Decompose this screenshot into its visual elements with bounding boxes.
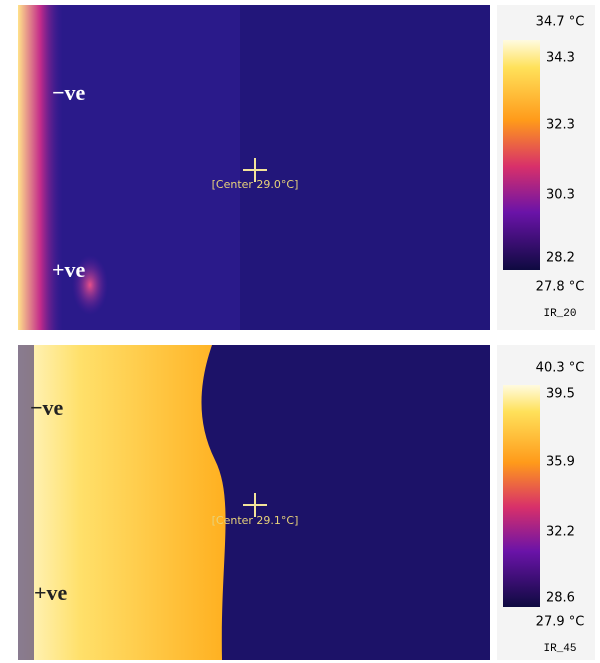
scale-max: 40.3 °C (536, 361, 585, 376)
scale-max: 34.7 °C (536, 15, 585, 30)
figure: −ve +ve [Center 29.0°C] 34.7 °C 34.3 32.… (0, 0, 600, 663)
scale-tick: 32.3 (546, 118, 575, 133)
thermal-shade (240, 5, 490, 330)
thermal-hot-region (18, 345, 226, 660)
scale-tick: 28.2 (546, 251, 575, 266)
image-name: IR_45 (543, 643, 576, 655)
scale-tick: 28.6 (546, 591, 575, 606)
scale-tick: 39.5 (546, 387, 575, 402)
scale-tick: 35.9 (546, 455, 575, 470)
scale-tick: 34.3 (546, 51, 575, 66)
color-bar (503, 385, 540, 607)
panel: −ve +ve [Center 29.1°C] 40.3 °C 39.5 35.… (18, 345, 595, 660)
scale-tick: 32.2 (546, 525, 575, 540)
negative-label: −ve (30, 395, 64, 420)
color-bar (503, 40, 540, 270)
scale-min: 27.8 °C (536, 280, 585, 295)
center-reading: [Center 29.0°C] (212, 178, 299, 191)
positive-label: +ve (52, 257, 86, 282)
scale-min: 27.9 °C (536, 615, 585, 630)
panel: −ve +ve [Center 29.0°C] 34.7 °C 34.3 32.… (18, 5, 595, 330)
positive-label: +ve (34, 580, 68, 605)
center-reading: [Center 29.1°C] (212, 514, 299, 527)
thermal-edge (18, 345, 34, 660)
negative-label: −ve (52, 80, 86, 105)
scale-tick: 30.3 (546, 188, 575, 203)
image-name: IR_20 (543, 308, 576, 320)
